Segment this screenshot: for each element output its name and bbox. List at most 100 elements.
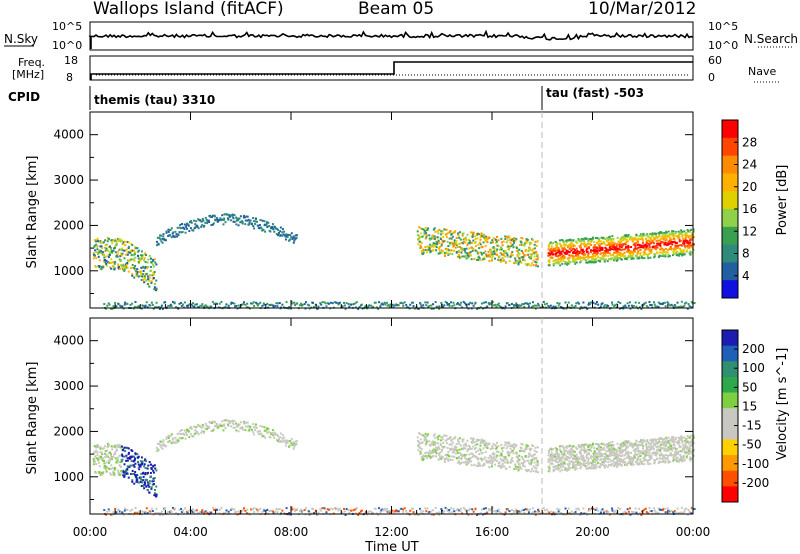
- power-point: [316, 307, 319, 310]
- power-point: [676, 253, 679, 256]
- power-point: [648, 246, 651, 249]
- velocity-point: [563, 461, 566, 464]
- power-point: [575, 240, 578, 243]
- power-point: [552, 264, 555, 267]
- power-point: [565, 243, 568, 246]
- velocity-point: [674, 437, 677, 440]
- power-point: [611, 241, 614, 244]
- velocity-point: [558, 460, 561, 463]
- velocity-point: [130, 472, 133, 475]
- power-point: [445, 233, 448, 236]
- velocity-point: [461, 448, 464, 451]
- nave-label: Nave: [748, 65, 776, 78]
- power-point: [614, 242, 617, 245]
- power-point: [615, 250, 618, 253]
- power-point: [522, 255, 525, 258]
- power-point: [437, 239, 440, 242]
- velocity-point: [241, 426, 244, 429]
- velocity-point: [636, 443, 639, 446]
- velocity-point: [531, 459, 534, 462]
- power-point: [479, 236, 482, 239]
- velocity-point: [486, 443, 489, 446]
- power-point: [630, 256, 633, 259]
- power-point: [559, 260, 562, 263]
- power-point: [345, 302, 348, 305]
- power-point: [495, 241, 498, 244]
- velocity-point: [196, 431, 199, 434]
- power-point: [516, 253, 519, 256]
- power-point: [690, 228, 693, 231]
- velocity-point: [171, 506, 174, 509]
- velocity-point: [442, 446, 445, 449]
- velocity-point: [686, 435, 689, 438]
- velocity-point: [272, 434, 275, 437]
- power-point: [576, 242, 579, 245]
- velocity-point: [279, 432, 282, 435]
- power-point: [457, 250, 460, 253]
- velocity-point: [504, 444, 507, 447]
- velocity-point: [470, 464, 473, 467]
- power-point: [343, 301, 346, 304]
- velocity-point: [450, 438, 453, 441]
- velocity-point: [536, 464, 539, 467]
- power-point: [565, 240, 568, 243]
- power-point: [558, 239, 561, 242]
- velocity-point: [689, 459, 692, 462]
- velocity-point: [684, 446, 687, 449]
- velocity-point: [257, 430, 260, 433]
- velocity-point: [200, 511, 203, 514]
- power-point: [409, 303, 412, 306]
- power-point: [271, 223, 274, 226]
- velocity-point: [648, 455, 651, 458]
- power-point: [676, 241, 679, 244]
- power-point: [532, 239, 535, 242]
- power-point: [634, 250, 637, 253]
- power-point: [642, 303, 645, 306]
- power-point: [94, 249, 97, 252]
- velocity-point: [665, 453, 668, 456]
- velocity-point: [474, 441, 477, 444]
- power-point: [568, 238, 571, 241]
- power-point: [434, 237, 437, 240]
- velocity-point: [556, 461, 559, 464]
- velocity-point: [612, 447, 615, 450]
- velocity-point: [237, 425, 240, 428]
- velocity-point: [549, 459, 552, 462]
- power-point: [94, 254, 97, 257]
- power-point: [650, 242, 653, 245]
- power-point: [424, 246, 427, 249]
- velocity-point: [533, 461, 536, 464]
- power-point: [597, 255, 600, 258]
- power-point: [128, 260, 131, 263]
- beam-title: Beam 05: [358, 0, 434, 19]
- velocity-point: [577, 459, 580, 462]
- power-point: [522, 257, 525, 260]
- power-point: [186, 306, 189, 309]
- power-point: [103, 256, 106, 259]
- power-point: [141, 256, 144, 259]
- power-point: [568, 256, 571, 259]
- power-point: [547, 254, 550, 257]
- power-point: [214, 302, 217, 305]
- site-title: Wallops Island (fitACF): [93, 0, 284, 19]
- power-point: [265, 222, 268, 225]
- power-point: [137, 305, 140, 308]
- power-point: [683, 245, 686, 248]
- velocity-point: [494, 444, 497, 447]
- velocity-point: [523, 459, 526, 462]
- velocity-point: [670, 453, 673, 456]
- power-point: [467, 307, 470, 310]
- velocity-point: [125, 459, 128, 462]
- power-point: [232, 217, 235, 220]
- power-point: [208, 221, 211, 224]
- power-point: [670, 303, 673, 306]
- power-point: [580, 242, 583, 245]
- power-point: [575, 247, 578, 250]
- velocity-point: [111, 458, 114, 461]
- velocity-point: [660, 437, 663, 440]
- power-point: [640, 233, 643, 236]
- power-point: [672, 250, 675, 253]
- power-point: [202, 219, 205, 222]
- power-point: [484, 250, 487, 253]
- power-point: [416, 234, 419, 237]
